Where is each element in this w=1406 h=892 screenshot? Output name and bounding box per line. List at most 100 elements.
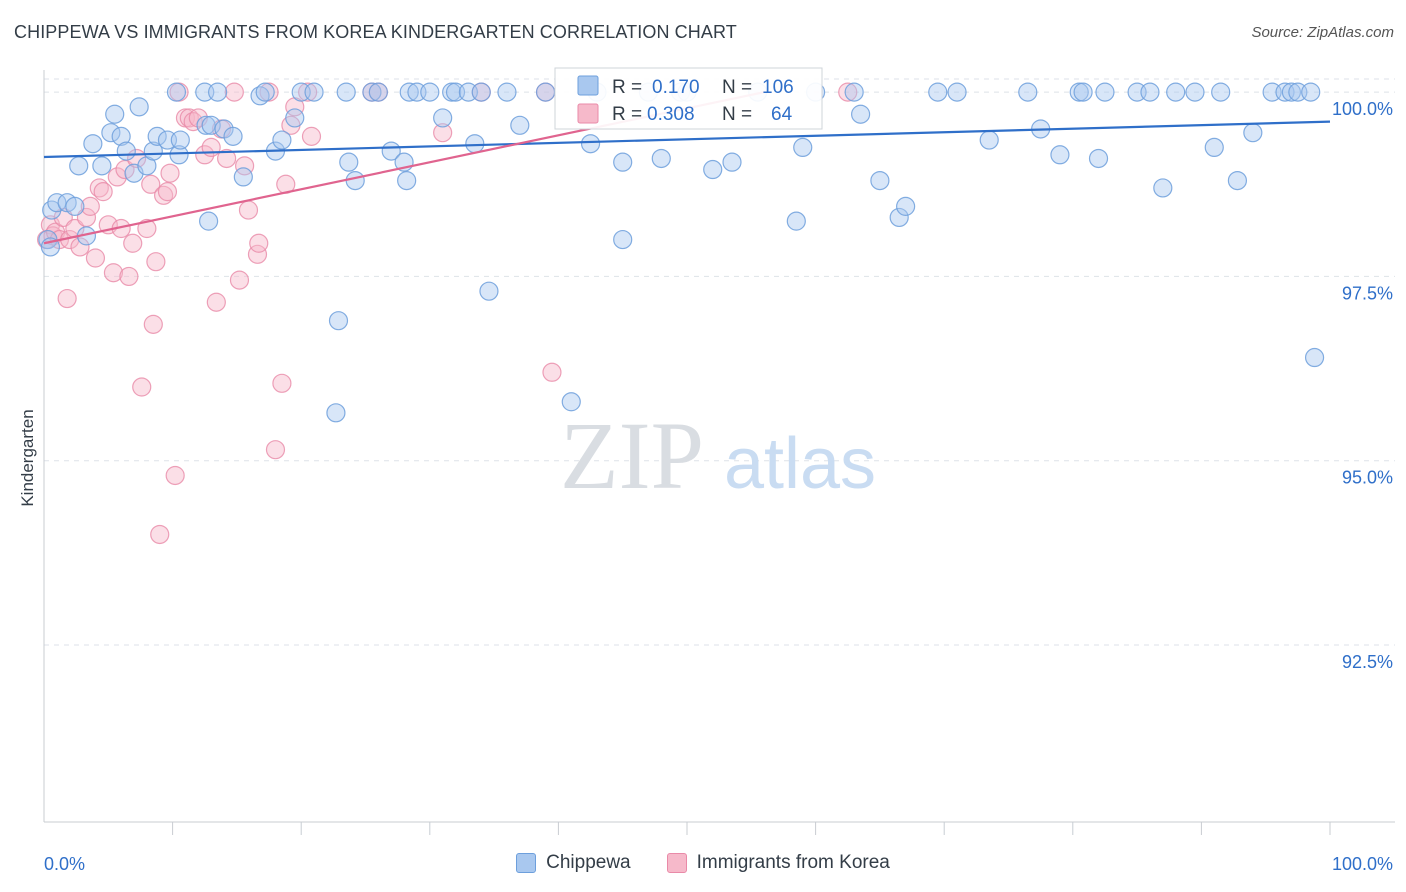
data-point-korea bbox=[103, 263, 124, 283]
data-point-chippewa bbox=[722, 152, 742, 172]
data-point-korea bbox=[153, 185, 174, 205]
data-point-chippewa bbox=[471, 82, 491, 102]
data-point-chippewa bbox=[223, 126, 243, 146]
data-point-chippewa bbox=[116, 141, 136, 161]
stats-r-value: 0.308 bbox=[647, 104, 695, 125]
data-point-chippewa bbox=[304, 82, 324, 102]
data-point-chippewa bbox=[703, 159, 723, 180]
data-point-chippewa bbox=[69, 156, 89, 176]
trend-line-chippewa bbox=[43, 120, 1331, 159]
data-point-chippewa bbox=[1088, 148, 1109, 169]
data-point-chippewa bbox=[870, 170, 890, 191]
stats-n-value: 64 bbox=[771, 104, 793, 125]
legend-label: Immigrants from Korea bbox=[696, 852, 890, 873]
data-point-korea bbox=[238, 200, 259, 220]
y-axis-label: Kindergarten bbox=[18, 409, 37, 506]
data-point-chippewa bbox=[979, 130, 999, 150]
data-point-chippewa bbox=[1153, 178, 1173, 198]
data-point-chippewa bbox=[166, 82, 187, 102]
data-point-korea bbox=[150, 524, 170, 545]
data-point-korea bbox=[146, 252, 166, 272]
data-point-chippewa bbox=[1243, 123, 1263, 143]
y-tick-label: 97.5% bbox=[1342, 283, 1393, 303]
data-point-korea bbox=[224, 82, 244, 102]
data-point-chippewa bbox=[397, 170, 417, 191]
data-point-korea bbox=[201, 137, 221, 158]
data-point-korea bbox=[119, 266, 139, 287]
data-point-korea bbox=[85, 248, 106, 268]
stats-swatch-pink bbox=[577, 103, 599, 124]
data-point-chippewa bbox=[1073, 82, 1093, 102]
data-point-chippewa bbox=[1140, 82, 1160, 102]
y-tick-label: 100.0% bbox=[1332, 99, 1393, 119]
stats-r-label: R = bbox=[612, 77, 642, 98]
data-point-chippewa bbox=[479, 281, 499, 301]
y-tick-label: 95.0% bbox=[1342, 468, 1393, 488]
data-point-chippewa bbox=[420, 82, 440, 102]
watermark-zip: ZIP bbox=[560, 402, 704, 509]
data-point-korea bbox=[132, 377, 152, 397]
data-point-korea bbox=[542, 362, 562, 382]
data-point-chippewa bbox=[580, 134, 601, 154]
data-point-chippewa bbox=[65, 196, 85, 216]
data-point-chippewa bbox=[1281, 82, 1302, 102]
data-point-chippewa bbox=[928, 82, 948, 102]
data-point-chippewa bbox=[651, 148, 671, 169]
data-point-chippewa bbox=[497, 82, 517, 102]
legend-item-chippewa[interactable]: Chippewa bbox=[516, 852, 631, 874]
data-point-chippewa bbox=[889, 207, 909, 228]
stats-r-label: R = bbox=[612, 104, 642, 125]
y-tick-label: 92.5% bbox=[1342, 652, 1393, 672]
data-point-chippewa bbox=[328, 311, 349, 331]
data-point-chippewa bbox=[786, 211, 806, 231]
data-point-chippewa bbox=[947, 82, 967, 102]
stats-n-label: N = bbox=[722, 77, 752, 98]
data-point-chippewa bbox=[92, 156, 112, 176]
watermark: ZIP atlas bbox=[560, 402, 876, 509]
data-point-chippewa bbox=[896, 196, 916, 216]
data-point-chippewa bbox=[844, 82, 864, 102]
data-point-chippewa bbox=[233, 167, 253, 187]
tick-labels: 92.5% 95.0% 97.5% 100.0% 0.0% 100.0% bbox=[44, 99, 1393, 874]
data-point-chippewa bbox=[465, 134, 485, 154]
data-point-korea bbox=[265, 440, 286, 460]
data-point-korea bbox=[206, 292, 226, 312]
stats-swatch-blue bbox=[577, 75, 599, 96]
data-point-korea bbox=[433, 123, 453, 143]
data-point-korea bbox=[157, 182, 178, 202]
watermark-atlas: atlas bbox=[724, 424, 876, 504]
data-point-chippewa bbox=[1018, 82, 1038, 102]
stats-n-label: N = bbox=[722, 104, 752, 125]
data-point-chippewa bbox=[399, 82, 419, 102]
data-point-korea bbox=[93, 182, 113, 202]
data-point-chippewa bbox=[196, 115, 216, 135]
data-point-korea bbox=[195, 145, 215, 165]
series-chippewa-points bbox=[38, 82, 1325, 423]
legend-swatch-blue bbox=[516, 853, 537, 873]
data-point-korea bbox=[217, 148, 237, 169]
data-point-korea bbox=[57, 288, 77, 309]
data-point-chippewa bbox=[561, 392, 581, 412]
source-label: Source: ZipAtlas.com bbox=[1251, 24, 1394, 41]
data-point-chippewa bbox=[83, 134, 103, 154]
data-point-chippewa bbox=[1304, 347, 1325, 368]
data-point-korea bbox=[160, 163, 180, 183]
stats-box-frame bbox=[554, 67, 823, 130]
data-point-korea bbox=[70, 237, 90, 257]
data-point-chippewa bbox=[1227, 170, 1248, 191]
legend-swatch-pink bbox=[666, 853, 687, 873]
data-point-chippewa bbox=[105, 104, 125, 124]
legend-item-korea[interactable]: Immigrants from Korea bbox=[666, 852, 890, 874]
data-point-chippewa bbox=[339, 152, 359, 172]
data-point-chippewa bbox=[535, 82, 556, 102]
data-point-chippewa bbox=[208, 82, 228, 102]
data-point-korea bbox=[89, 178, 109, 198]
data-point-korea bbox=[298, 82, 318, 102]
data-point-korea bbox=[301, 126, 322, 146]
data-point-chippewa bbox=[345, 170, 365, 191]
data-point-korea bbox=[165, 465, 185, 486]
data-point-korea bbox=[80, 196, 100, 216]
data-point-korea bbox=[183, 112, 203, 132]
data-point-chippewa bbox=[1095, 82, 1115, 102]
